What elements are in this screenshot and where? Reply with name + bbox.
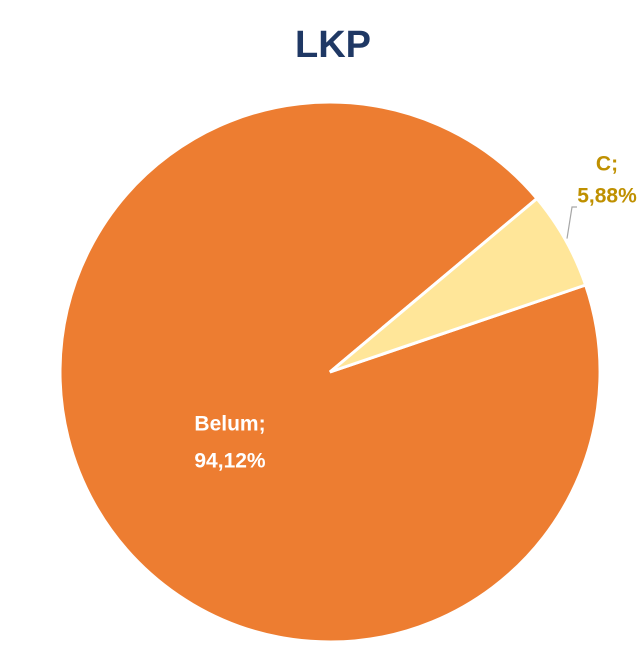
slice-value-label: 94,12% [194,450,266,473]
chart-title: LKP [295,24,371,66]
slice-label: Belum; [194,413,265,436]
slice-value-label: 5,88% [577,185,637,208]
pie-slice [329,196,588,374]
slice-label: C; [596,153,618,176]
leader-line [566,206,578,239]
